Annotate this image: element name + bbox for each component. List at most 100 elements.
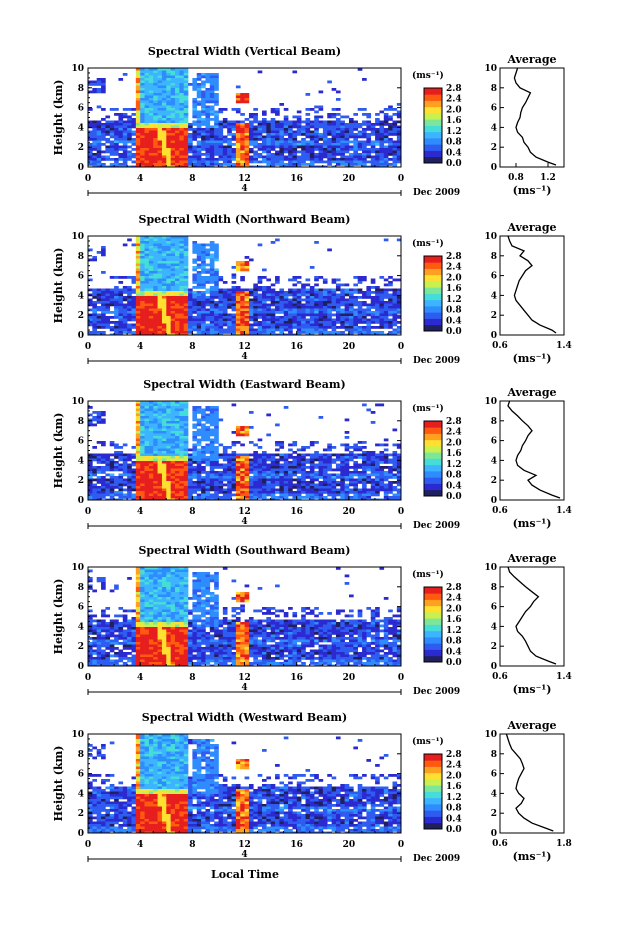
heatmap-cell <box>153 481 158 484</box>
heatmap-cell <box>240 431 245 434</box>
heatmap-cell <box>148 145 154 149</box>
heatmap-cell <box>188 483 193 487</box>
heatmap-cell <box>296 308 302 312</box>
heatmap-cell <box>309 303 315 307</box>
heatmap-cell <box>140 163 145 166</box>
heatmap-cell <box>118 456 124 459</box>
heatmap-cell <box>161 241 167 244</box>
heatmap-cell <box>135 283 141 287</box>
heatmap-cell <box>383 473 389 477</box>
heatmap-cell <box>257 481 263 484</box>
heatmap-cell <box>148 241 154 244</box>
heatmap-cell <box>257 478 263 482</box>
heatmap-cell <box>88 423 93 427</box>
heatmap-cell <box>144 103 150 106</box>
heatmap-cell <box>183 461 189 464</box>
heatmap-cell <box>148 133 154 136</box>
heatmap-cell <box>140 258 145 262</box>
heatmap-cell <box>331 130 337 134</box>
heatmap-cell <box>253 288 258 292</box>
heatmap-cell <box>166 316 171 319</box>
heatmap-cell <box>179 478 184 482</box>
heatmap-cell <box>153 95 158 99</box>
heatmap-cell <box>218 158 224 161</box>
heatmap-cell <box>196 441 202 444</box>
heatmap-cell <box>270 323 276 327</box>
profile-frame <box>499 67 565 168</box>
heatmap-cell <box>244 323 250 327</box>
heatmap-cell <box>175 123 180 126</box>
heatmap-cell <box>362 456 367 459</box>
heatmap-cell <box>201 476 206 479</box>
heatmap-cell <box>179 333 184 335</box>
heatmap-cell <box>192 316 198 319</box>
heatmap-cell <box>161 98 167 101</box>
heatmap-cell <box>157 266 163 269</box>
heatmap-cell <box>357 145 363 149</box>
heatmap-cell <box>327 463 332 467</box>
heatmap-cell <box>344 311 350 314</box>
heatmap-cell <box>96 128 102 131</box>
heatmap-cell <box>175 323 180 327</box>
heatmap-cell <box>157 416 163 419</box>
heatmap-cell <box>314 291 319 294</box>
heatmap-cell <box>248 148 254 151</box>
heatmap-cell <box>148 293 154 297</box>
heatmap-cell <box>349 333 354 335</box>
heatmap-cell <box>248 140 254 144</box>
heatmap-cell <box>153 401 158 404</box>
heatmap-cell <box>140 153 145 156</box>
heatmap-cell <box>131 153 137 156</box>
heatmap-cell <box>349 288 354 292</box>
heatmap-cell <box>140 416 145 419</box>
heatmap-cell <box>331 148 337 151</box>
heatmap-cell <box>262 308 267 312</box>
profile-y-tick-label: 0 <box>491 163 497 173</box>
heatmap-cell <box>96 421 102 424</box>
heatmap-cell <box>379 311 385 314</box>
heatmap-cell <box>192 135 198 139</box>
heatmap-cell <box>209 140 215 144</box>
heatmap-cell <box>366 453 372 457</box>
heatmap-cell <box>248 115 254 119</box>
heatmap-cell <box>188 328 193 332</box>
heatmap-cell <box>283 478 289 482</box>
heatmap-cell <box>344 436 350 439</box>
heatmap-cell <box>170 473 176 477</box>
heatmap-cell <box>140 140 145 144</box>
heatmap-cell <box>101 321 106 324</box>
heatmap-cell <box>362 473 367 477</box>
heatmap-cell <box>388 473 393 477</box>
heatmap-cell <box>183 436 189 439</box>
heatmap-cell <box>148 253 154 257</box>
heatmap-cell <box>309 293 315 297</box>
heatmap-cell <box>175 238 180 242</box>
profile-y-tick-label: 4 <box>491 123 497 133</box>
heatmap-cell <box>153 253 158 257</box>
heatmap-cell <box>222 108 228 111</box>
heatmap-cell <box>301 306 306 309</box>
heatmap-cell <box>283 466 289 469</box>
heatmap-cell <box>292 163 298 166</box>
heatmap-cell <box>166 258 171 262</box>
heatmap-cell <box>340 321 345 324</box>
heatmap-cell <box>344 323 350 327</box>
heatmap-cell <box>140 273 145 277</box>
heatmap-cell <box>248 481 254 484</box>
heatmap-cell <box>305 461 311 464</box>
heatmap-cell <box>153 291 158 294</box>
heatmap-cell <box>175 138 180 141</box>
heatmap-cell <box>314 453 319 457</box>
heatmap-cell <box>196 438 202 442</box>
heatmap-cell <box>222 303 228 307</box>
heatmap-cell <box>157 421 163 424</box>
heatmap-cell <box>349 301 354 304</box>
heatmap-cell <box>270 143 276 146</box>
heatmap-cell <box>383 150 389 154</box>
heatmap-cell <box>214 83 219 86</box>
heatmap-cell <box>388 140 393 144</box>
heatmap-cell <box>231 286 237 289</box>
heatmap-cell <box>296 150 302 154</box>
heatmap-cell <box>218 316 224 319</box>
heatmap-cell <box>153 333 158 335</box>
